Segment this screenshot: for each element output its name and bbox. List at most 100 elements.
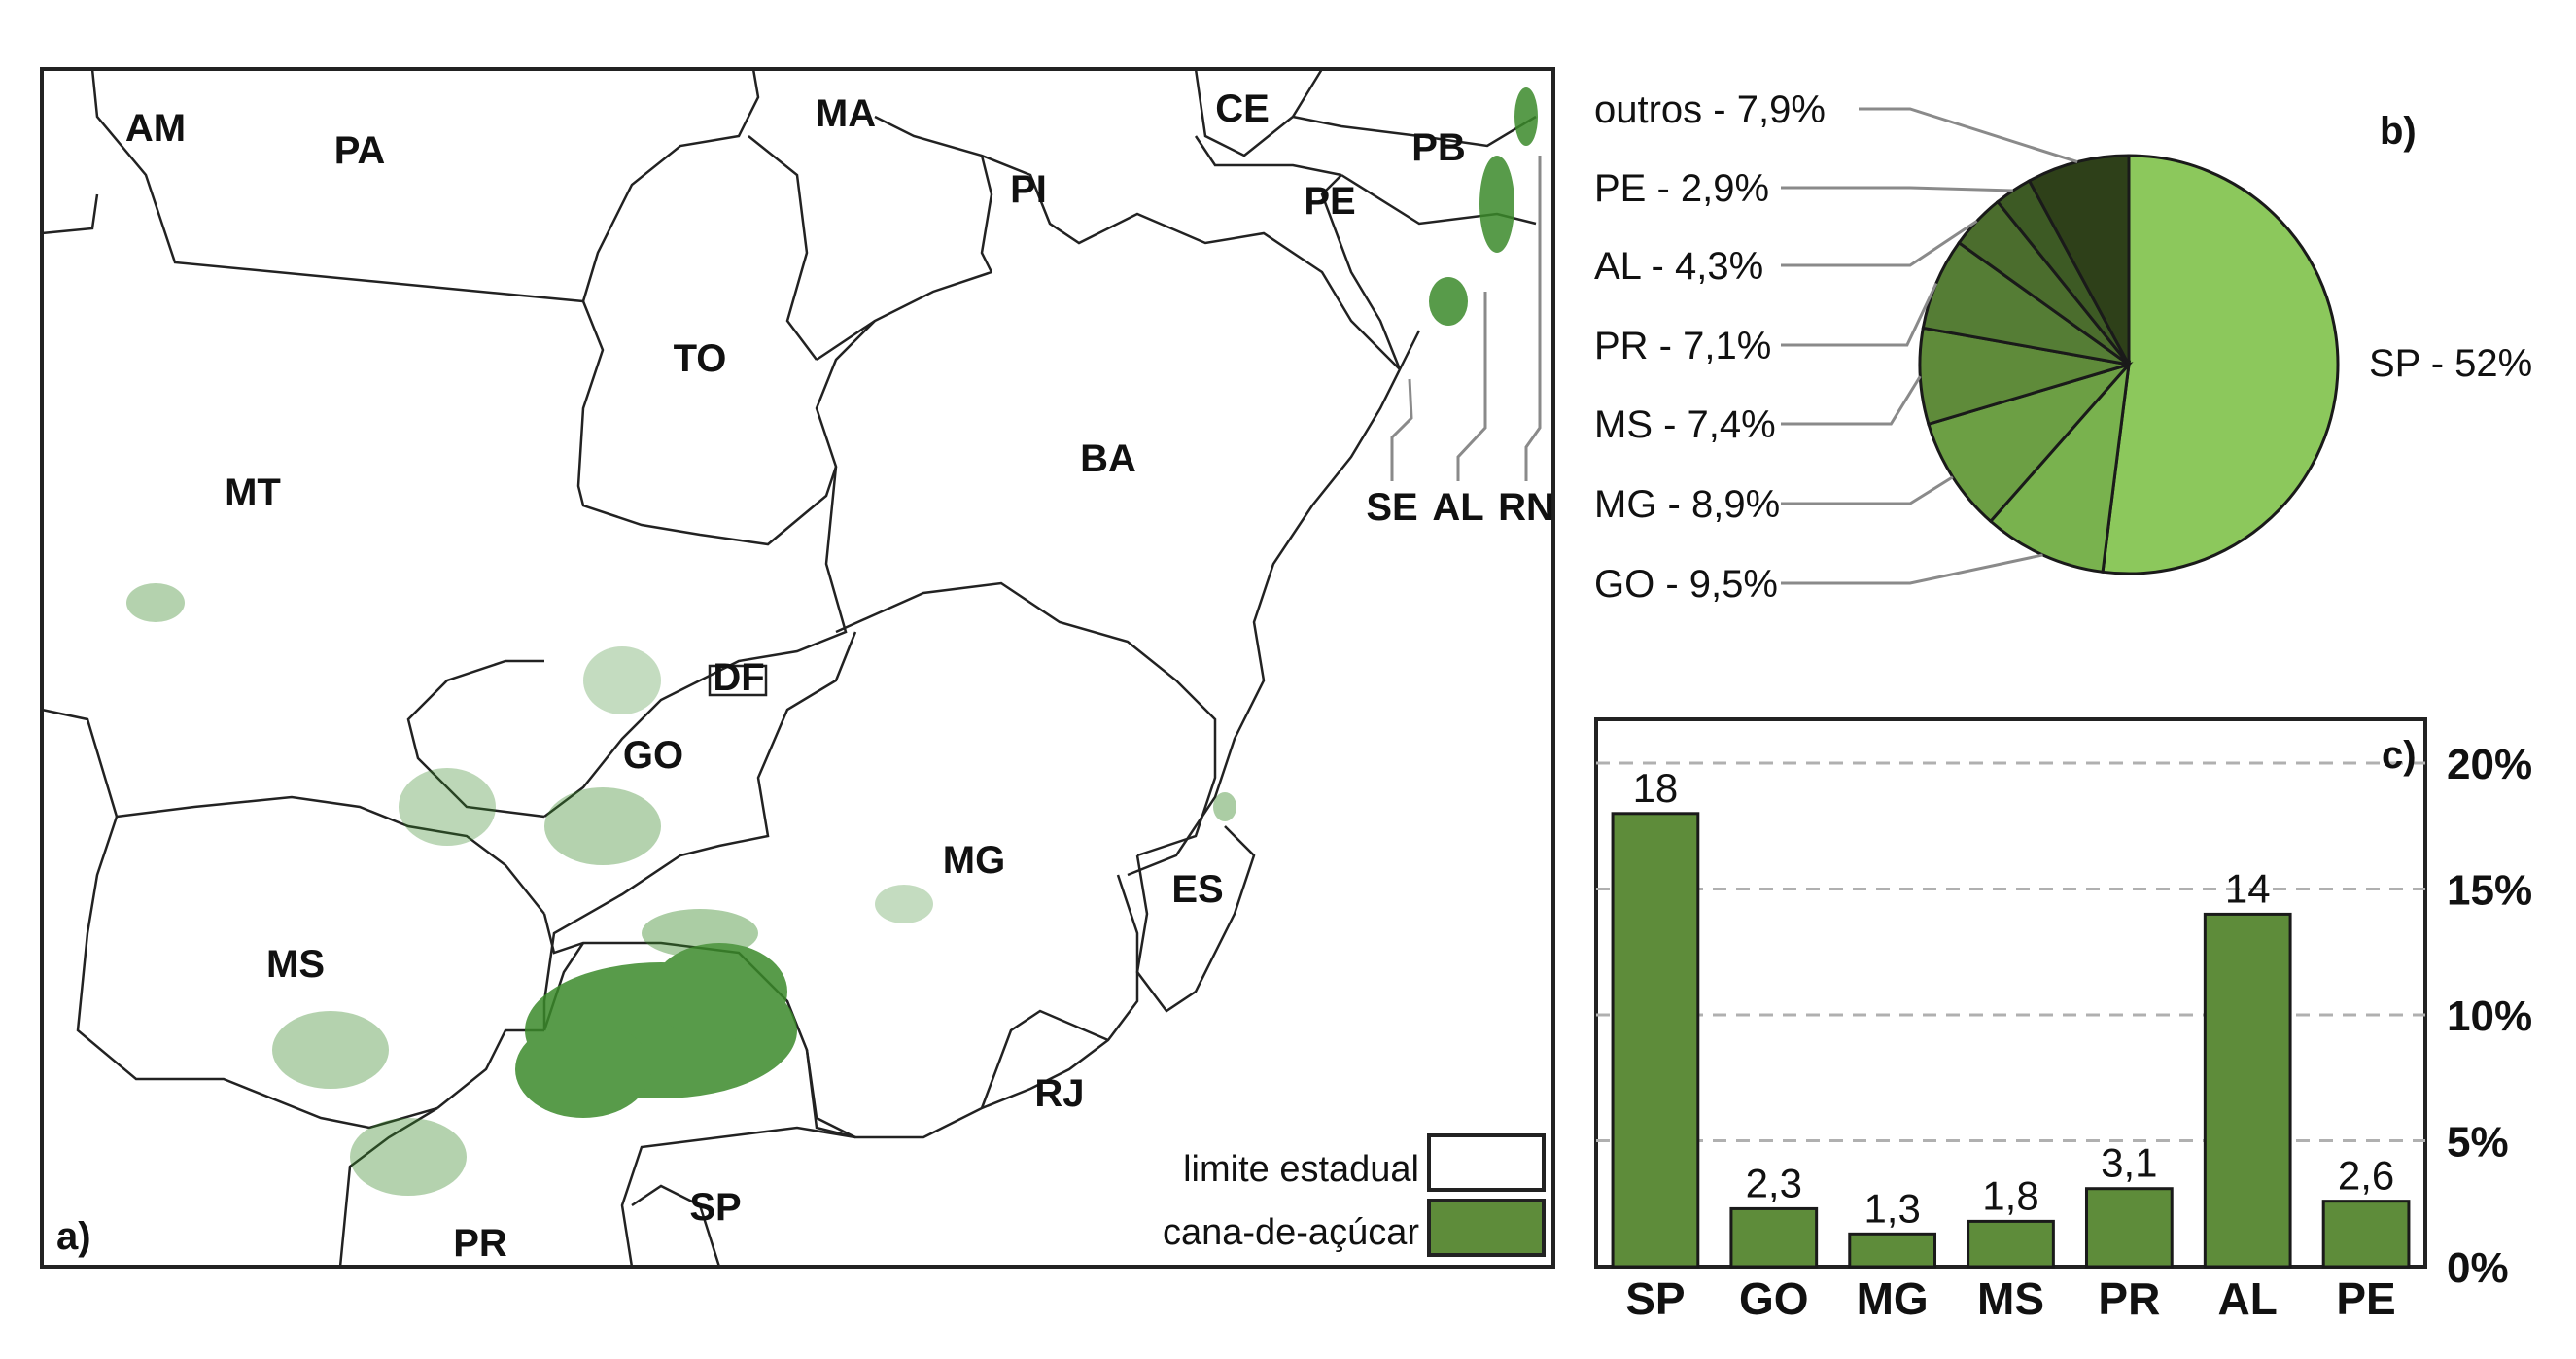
bar-category-al: AL	[2218, 1273, 2278, 1324]
pie-label-pe: PE - 2,9%	[1594, 167, 1769, 210]
pie-leader-ms	[1781, 375, 1922, 426]
state-label-df: DF	[713, 656, 764, 699]
cane-patch-mt	[126, 583, 185, 622]
state-label-mg: MG	[943, 839, 1005, 882]
pie-leader-outros	[1859, 107, 2078, 164]
state-boundaries	[41, 68, 1537, 1268]
pie-slice-ms	[1918, 326, 2130, 427]
state-label-al: AL	[1432, 486, 1483, 529]
state-label-pr: PR	[453, 1222, 507, 1265]
bar-category-pe: PE	[2336, 1273, 2395, 1324]
sugarcane-areas	[126, 87, 1538, 1196]
cane-patch-sp-north	[642, 909, 758, 958]
pie-leader-mg	[1781, 475, 1954, 505]
pie-label-sp: SP - 52%	[2369, 342, 2532, 385]
cane-patch-mg	[875, 885, 933, 923]
state-label-pa: PA	[334, 129, 386, 172]
pie-label-go: GO - 9,5%	[1594, 563, 1778, 606]
cane-patch-go-south	[544, 787, 661, 865]
map-panel: AM PA MA CE PB PE PI TO BA MT DF GO MG E…	[40, 67, 1555, 1269]
pie-label-al: AL - 4,3%	[1594, 245, 1763, 288]
legend-boundary-label: limite estadual	[1183, 1149, 1419, 1190]
state-label-to: TO	[674, 337, 727, 380]
state-label-go: GO	[623, 734, 683, 777]
bar-bars	[1611, 812, 2411, 1269]
bar-go	[1729, 1206, 1819, 1269]
bar-pe	[2321, 1200, 2411, 1269]
rn-leader	[1524, 156, 1542, 481]
state-label-ba: BA	[1080, 437, 1136, 480]
bar-al	[2203, 912, 2292, 1269]
cane-patch-pe	[1479, 156, 1514, 253]
ytick-label: 15%	[2447, 867, 2532, 915]
state-label-ms: MS	[266, 943, 325, 986]
pie-label-outros: outros - 7,9%	[1594, 88, 1826, 131]
ytick-label: 10%	[2447, 993, 2532, 1040]
bar-sp	[1611, 812, 1700, 1269]
state-label-rj: RJ	[1034, 1072, 1084, 1115]
cane-patch-es	[1213, 792, 1236, 821]
legend-crop-label: cana-de-açúcar	[1163, 1212, 1419, 1253]
panel-letter-b: b)	[2380, 110, 2417, 153]
pie-leader-pr	[1781, 282, 1938, 347]
bar-category-pr: PR	[2098, 1273, 2160, 1324]
state-label-ma: MA	[816, 92, 876, 135]
df-outline	[708, 664, 768, 697]
panel-letter-a: a)	[56, 1215, 91, 1258]
pie-slice-mg	[1927, 362, 2134, 524]
pie-label-mg: MG - 8,9%	[1594, 483, 1780, 526]
state-labels: AM PA MA CE PB PE PI TO BA MT DF GO MG E…	[125, 87, 1554, 1265]
pie-label-ms: MS - 7,4%	[1594, 403, 1776, 446]
cane-patch-go-center	[583, 646, 661, 714]
cane-patch-pr	[350, 1118, 467, 1196]
pie-leader-al	[1781, 220, 1978, 267]
state-label-pe: PE	[1304, 180, 1355, 223]
pie-slice-outros	[2027, 154, 2131, 366]
pie-slice-sp	[2101, 154, 2340, 575]
state-label-se: SE	[1366, 486, 1417, 529]
cane-patch-sp-west	[515, 1021, 651, 1118]
cane-patch-ms	[272, 1011, 389, 1089]
state-label-rn: RN	[1498, 486, 1554, 529]
bar-mg	[1848, 1232, 1937, 1269]
state-label-es: ES	[1171, 868, 1223, 911]
bar-value-ms: 1,8	[1982, 1172, 2038, 1218]
cane-patch-go-west	[399, 768, 496, 846]
bar-value-pr: 3,1	[2101, 1140, 2157, 1186]
pie-label-pr: PR - 7,1%	[1594, 325, 1771, 367]
pie-leaders	[1781, 107, 2078, 585]
bar-value-sp: 18	[1633, 765, 1679, 811]
state-label-pb: PB	[1411, 126, 1466, 169]
bar-ms	[1967, 1219, 2055, 1269]
pie-leader-go	[1781, 553, 2043, 585]
bar-value-al: 14	[2225, 865, 2271, 911]
bar-category-mg: MG	[1857, 1273, 1929, 1324]
bar-category-sp: SP	[1625, 1273, 1685, 1324]
bar-category-ms: MS	[1977, 1273, 2044, 1324]
panel-letter-c: c)	[2382, 734, 2417, 777]
ytick-label: 20%	[2447, 741, 2532, 788]
ytick-label: 0%	[2447, 1244, 2509, 1292]
se-leader	[1390, 378, 1413, 481]
bar-value-mg: 1,3	[1863, 1185, 1920, 1231]
state-label-sp: SP	[689, 1186, 741, 1229]
bar-panel: 18 2,3 1,3 1,8 3,1 14 2,6 0% 5% 10% 15% 20% SP GO MG…	[1594, 717, 2532, 1324]
state-label-am: AM	[125, 107, 186, 150]
state-label-pi: PI	[1010, 168, 1047, 211]
bar-ytick-labels: 0% 5% 10% 15% 20%	[2447, 741, 2532, 1292]
legend-boundary-swatch	[1427, 1133, 1546, 1192]
al-leader	[1456, 292, 1487, 481]
bar-category-labels: SP GO MG MS PR AL PE	[1625, 1273, 2396, 1324]
pie-leader-pe	[1781, 186, 2013, 192]
pie-slice-go	[1988, 360, 2132, 574]
bar-value-go: 2,3	[1746, 1160, 1802, 1205]
pie-panel: SP - 52% GO - 9,5% MG - 8,9% MS - 7,4% PR - …	[1594, 88, 2532, 606]
bar-pr	[2084, 1187, 2174, 1269]
cane-patch-al	[1429, 277, 1468, 326]
bar-grid	[1596, 761, 2425, 1142]
cane-patch-pb	[1514, 87, 1538, 146]
bar-category-go: GO	[1739, 1273, 1809, 1324]
pie-slices	[1918, 154, 2340, 575]
bar-value-labels: 18 2,3 1,3 1,8 3,1 14 2,6	[1633, 765, 2395, 1232]
